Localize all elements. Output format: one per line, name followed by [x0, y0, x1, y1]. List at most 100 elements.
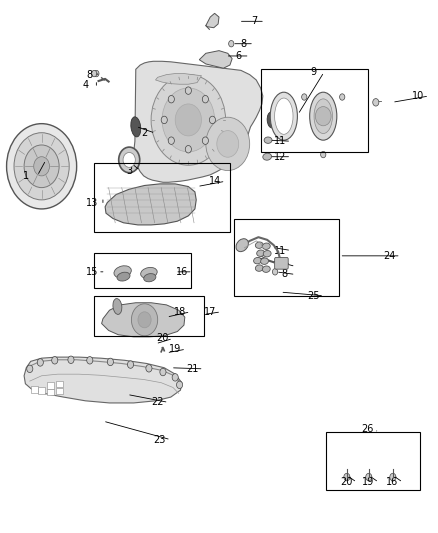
Ellipse shape [310, 92, 337, 140]
Circle shape [37, 359, 43, 366]
Circle shape [52, 357, 58, 364]
Ellipse shape [262, 266, 270, 272]
Text: 20: 20 [156, 334, 168, 343]
Text: 9: 9 [310, 67, 316, 77]
Text: 24: 24 [384, 251, 396, 261]
Circle shape [34, 157, 49, 176]
Bar [38, 387, 45, 394]
Text: 18: 18 [173, 307, 186, 317]
Ellipse shape [131, 117, 141, 137]
Circle shape [229, 41, 234, 47]
Text: 16: 16 [386, 478, 398, 487]
Circle shape [92, 70, 97, 77]
Circle shape [185, 87, 191, 94]
Text: 11: 11 [274, 136, 286, 146]
Text: 15: 15 [86, 267, 98, 277]
Circle shape [138, 312, 151, 328]
Ellipse shape [254, 257, 261, 264]
Circle shape [7, 124, 77, 209]
Circle shape [14, 133, 69, 200]
Text: 8: 8 [282, 270, 288, 279]
Ellipse shape [117, 272, 130, 281]
Text: 6: 6 [236, 51, 242, 61]
Ellipse shape [255, 265, 263, 271]
Ellipse shape [270, 92, 297, 140]
Circle shape [185, 146, 191, 153]
Circle shape [131, 304, 158, 336]
Bar [47, 382, 54, 389]
Circle shape [127, 361, 134, 368]
Polygon shape [199, 51, 232, 68]
Circle shape [168, 137, 174, 144]
Circle shape [94, 70, 99, 77]
Text: 23: 23 [154, 435, 166, 445]
Ellipse shape [263, 251, 271, 257]
Text: 13: 13 [86, 198, 98, 207]
Circle shape [302, 94, 307, 100]
Circle shape [206, 117, 250, 171]
Circle shape [87, 357, 93, 364]
Ellipse shape [257, 250, 265, 256]
Polygon shape [134, 61, 263, 182]
Circle shape [315, 107, 331, 126]
Polygon shape [155, 74, 201, 84]
Ellipse shape [263, 153, 272, 160]
Text: 20: 20 [340, 478, 352, 487]
Bar [56, 388, 63, 394]
Circle shape [107, 358, 113, 366]
Circle shape [24, 145, 59, 188]
Text: 8: 8 [240, 39, 246, 49]
Circle shape [339, 94, 345, 100]
Polygon shape [206, 13, 219, 28]
Circle shape [151, 75, 226, 165]
Ellipse shape [314, 99, 332, 133]
FancyBboxPatch shape [275, 257, 288, 269]
Ellipse shape [144, 273, 156, 282]
Ellipse shape [114, 266, 131, 278]
Text: 14: 14 [208, 176, 221, 186]
Circle shape [344, 473, 350, 481]
Circle shape [168, 95, 174, 103]
Text: 21: 21 [187, 364, 199, 374]
Bar [31, 386, 38, 393]
Bar [94, 163, 230, 232]
Text: 5: 5 [282, 262, 288, 271]
Circle shape [172, 374, 178, 381]
Circle shape [177, 381, 183, 389]
Circle shape [175, 104, 201, 136]
Text: 8: 8 [87, 70, 93, 79]
Text: 12: 12 [274, 152, 286, 161]
Text: 11: 11 [274, 246, 286, 255]
Bar [326, 432, 420, 490]
Circle shape [272, 269, 278, 275]
Text: 19: 19 [169, 344, 181, 354]
Text: 26: 26 [362, 424, 374, 434]
Bar [234, 219, 339, 296]
Circle shape [123, 152, 135, 167]
Circle shape [146, 365, 152, 372]
Circle shape [202, 95, 208, 103]
Text: 25: 25 [307, 291, 319, 301]
Circle shape [321, 151, 326, 158]
Circle shape [119, 147, 140, 173]
Text: 2: 2 [141, 128, 148, 138]
Ellipse shape [113, 298, 122, 314]
Circle shape [160, 368, 166, 376]
Circle shape [161, 116, 167, 124]
Circle shape [373, 99, 379, 106]
Circle shape [162, 88, 215, 152]
Ellipse shape [141, 268, 157, 278]
Ellipse shape [236, 239, 248, 252]
Text: 17: 17 [204, 307, 216, 317]
Text: 19: 19 [362, 478, 374, 487]
Circle shape [27, 365, 33, 373]
Bar [261, 69, 368, 152]
Circle shape [390, 473, 396, 481]
Text: 12: 12 [274, 259, 286, 269]
Text: 22: 22 [152, 398, 164, 407]
Ellipse shape [267, 112, 276, 128]
Text: 16: 16 [176, 267, 188, 277]
Ellipse shape [264, 137, 272, 143]
Circle shape [217, 131, 239, 157]
Circle shape [68, 356, 74, 364]
